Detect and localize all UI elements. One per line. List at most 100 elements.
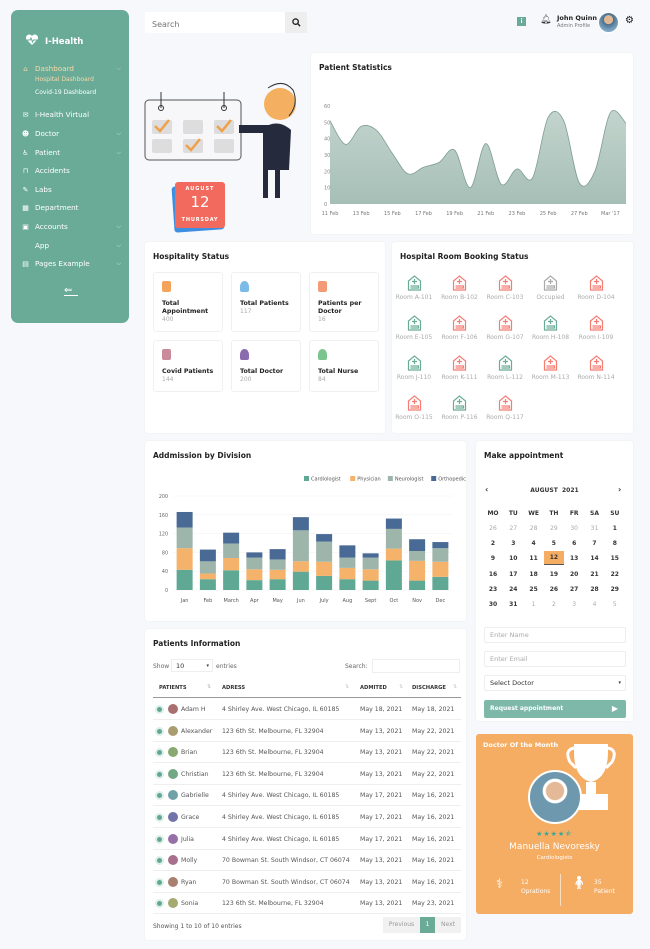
sidebar-item-pages-example[interactable]: ▤ Pages Example ⌵	[21, 259, 121, 268]
info-icon[interactable]: i	[517, 17, 526, 26]
calendar-day[interactable]: 15	[610, 555, 619, 563]
calendar-day[interactable]: 5	[612, 601, 617, 608]
calendar-day[interactable]: 23	[488, 585, 498, 593]
calendar-day[interactable]: 4	[531, 540, 536, 548]
bar-neurologist[interactable]	[339, 557, 356, 568]
calendar-day[interactable]: 5	[551, 540, 556, 548]
legend-label[interactable]: Physician	[357, 477, 381, 483]
bar-cardiologist[interactable]	[432, 576, 449, 590]
email-input[interactable]: Enter Email	[484, 651, 626, 667]
bar-neurologist[interactable]	[176, 527, 193, 549]
bar-physician[interactable]	[385, 548, 402, 561]
bar-neurologist[interactable]	[223, 543, 240, 559]
brand[interactable]: I-Health	[25, 34, 83, 49]
bar-cardiologist[interactable]	[292, 571, 309, 590]
calendar-day[interactable]: 25	[529, 585, 538, 593]
bar-cardiologist[interactable]	[246, 580, 263, 590]
bar-cardiologist[interactable]	[269, 579, 286, 590]
calendar-day[interactable]: 17	[509, 570, 518, 578]
sidebar-item-labs[interactable]: ✎ Labs	[21, 185, 121, 194]
room-available[interactable]: Room A-101	[391, 275, 437, 301]
room-booked[interactable]: Room G-107	[482, 315, 528, 341]
table-row[interactable]: Brian 123 6th St. Melbourne, FL 32904 Ma…	[153, 742, 461, 764]
calendar-day[interactable]: 26	[549, 585, 559, 593]
calendar-day[interactable]: 16	[488, 570, 498, 578]
legend-label[interactable]: Neurologist	[395, 477, 424, 483]
calendar-day[interactable]: 31	[590, 525, 599, 532]
room-booked[interactable]: Room I-109	[573, 315, 619, 341]
next-page-button[interactable]: Next	[435, 917, 461, 933]
bar-orthopedic[interactable]	[409, 539, 426, 551]
gear-icon[interactable]: ⚙	[625, 15, 634, 26]
request-appointment-button[interactable]: Request appointment ▶	[484, 700, 626, 718]
table-row[interactable]: Alexander 123 6th St. Melbourne, FL 3290…	[153, 721, 461, 742]
bar-orthopedic[interactable]	[292, 517, 309, 531]
bar-cardiologist[interactable]	[316, 575, 333, 590]
room-booked[interactable]: Room C-103	[482, 275, 528, 301]
bar-orthopedic[interactable]	[199, 549, 216, 562]
entries-select[interactable]: 10 ▾	[171, 659, 213, 672]
calendar-day[interactable]: 20	[570, 570, 579, 578]
calendar-day[interactable]: 22	[610, 570, 619, 578]
bar-physician[interactable]	[339, 567, 356, 580]
calendar-day[interactable]: 2	[490, 540, 496, 548]
calendar-day[interactable]: 10	[509, 555, 518, 563]
calendar-day[interactable]: 8	[612, 540, 617, 548]
sidebar-item-doctor[interactable]: ☻ Doctor ⌵	[21, 129, 121, 138]
bar-orthopedic[interactable]	[362, 553, 379, 558]
search-button[interactable]	[285, 12, 307, 33]
bar-orthopedic[interactable]	[385, 518, 402, 529]
expand-icon[interactable]	[155, 834, 164, 844]
arrow-left-icon[interactable]: ⇐	[64, 285, 78, 296]
sidebar-subitem[interactable]: Hospital Dashboard	[35, 76, 94, 83]
column-patients[interactable]: PATIENTS	[159, 685, 187, 691]
bar-physician[interactable]	[269, 569, 286, 580]
calendar-day[interactable]: 12	[543, 551, 564, 566]
sidebar-item-patient[interactable]: ♿ Patient ⌵	[21, 148, 121, 157]
sidebar-item-accidents[interactable]: ⊓ Accidents	[21, 166, 121, 175]
calendar-day[interactable]: 29	[610, 585, 619, 593]
calendar-day[interactable]: 31	[509, 601, 518, 608]
room-booked[interactable]: Room Q-117	[482, 395, 528, 421]
calendar-day[interactable]: 1	[531, 601, 536, 608]
bar-neurologist[interactable]	[246, 557, 263, 570]
bar-cardiologist[interactable]	[339, 579, 356, 590]
calendar-day[interactable]: 14	[590, 555, 599, 563]
bar-orthopedic[interactable]	[246, 552, 263, 558]
bar-physician[interactable]	[362, 569, 379, 581]
calendar-day[interactable]: 29	[550, 525, 558, 532]
sidebar-item-app[interactable]: App ⌵	[21, 241, 121, 250]
room-booked[interactable]: Room K-111	[437, 355, 483, 381]
calendar-day[interactable]: 26	[489, 525, 497, 532]
bar-physician[interactable]	[432, 561, 449, 577]
calendar-day[interactable]: 3	[511, 540, 516, 548]
expand-icon[interactable]	[155, 877, 164, 887]
room-booked[interactable]: Room M-113	[528, 355, 574, 381]
room-available[interactable]: Room P-116	[437, 395, 483, 421]
next-month-button[interactable]: ›	[618, 485, 622, 494]
sidebar-item-department[interactable]: ▦ Department	[21, 203, 121, 212]
calendar-day[interactable]: 28	[529, 525, 538, 532]
table-row[interactable]: Molly 70 Bowman St. South Windsor, CT 06…	[153, 850, 461, 872]
column-address[interactable]: ADRESS	[222, 685, 246, 691]
expand-icon[interactable]	[155, 748, 164, 758]
room-booked[interactable]: Room B-102	[437, 275, 483, 301]
bar-orthopedic[interactable]	[223, 532, 240, 544]
calendar-day[interactable]: 9	[490, 555, 496, 563]
doctor-select[interactable]: Select Doctor ▾	[484, 675, 626, 691]
bar-neurologist[interactable]	[362, 557, 379, 570]
column-admitted[interactable]: ADMITED	[360, 685, 387, 691]
table-row[interactable]: Grace 4 Shirley Ave. West Chicago, IL 60…	[153, 807, 461, 828]
calendar-day[interactable]: 19	[549, 570, 559, 578]
bar-physician[interactable]	[409, 560, 426, 581]
room-booked[interactable]: Room O-115	[391, 395, 437, 421]
table-row[interactable]: Sonia 123 6th St. Melbourne, FL 32904 Ma…	[153, 893, 461, 915]
expand-icon[interactable]	[155, 899, 164, 909]
room-available[interactable]: Room J-110	[391, 355, 437, 381]
table-row[interactable]: Gabrielle 4 Shirley Ave. West Chicago, I…	[153, 785, 461, 807]
legend-label[interactable]: Cardiologist	[311, 477, 341, 483]
prev-month-button[interactable]: ‹	[485, 485, 489, 494]
bar-neurologist[interactable]	[292, 530, 309, 562]
bar-orthopedic[interactable]	[339, 545, 356, 558]
expand-icon[interactable]	[155, 813, 164, 822]
